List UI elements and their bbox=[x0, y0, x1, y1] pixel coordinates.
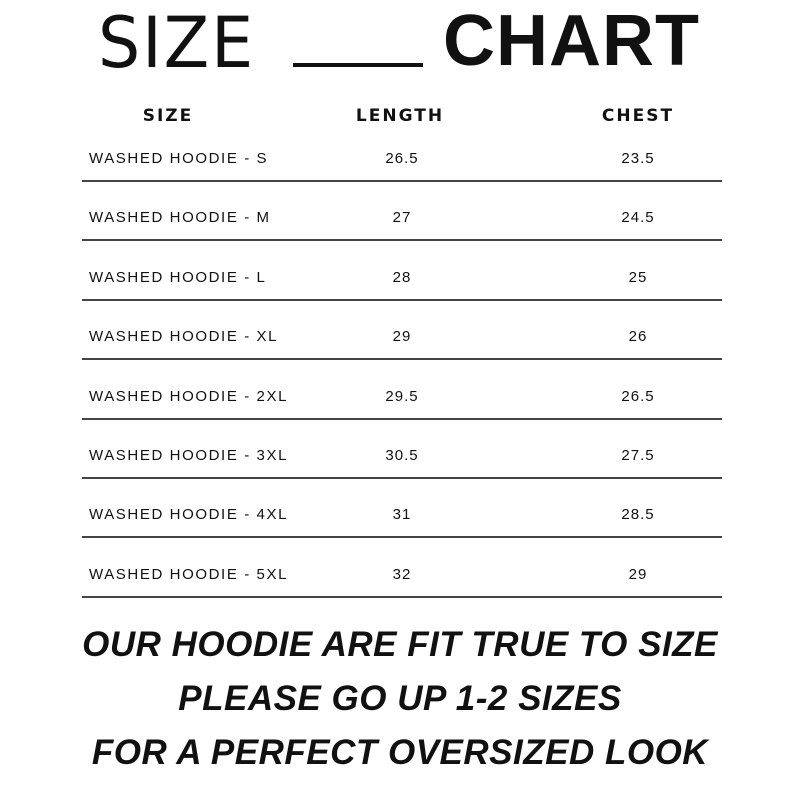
row-divider bbox=[82, 358, 722, 361]
chest-value: 28.5 bbox=[621, 506, 655, 524]
table-row: WASHED HOODIE - 3XL 30.5 27.5 bbox=[0, 447, 800, 506]
size-label: WASHED HOODIE - 3XL bbox=[89, 447, 289, 464]
size-label: WASHED HOODIE - 4XL bbox=[89, 506, 289, 524]
row-divider bbox=[82, 239, 722, 242]
chest-value: 29 bbox=[628, 565, 648, 583]
length-value: 29.5 bbox=[385, 387, 419, 405]
size-label: WASHED HOODIE - L bbox=[89, 268, 267, 286]
size-label: WASHED HOODIE - M bbox=[89, 209, 271, 227]
length-value: 30.5 bbox=[385, 447, 419, 464]
size-label: WASHED HOODIE - 2XL bbox=[89, 387, 289, 405]
footer-line-1: OUR HOODIE ARE FIT TRUE TO SIZE bbox=[82, 625, 718, 664]
length-value: 26.5 bbox=[385, 150, 419, 167]
row-divider bbox=[82, 536, 722, 539]
table-row: WASHED HOODIE - M 27 24.5 bbox=[0, 209, 800, 268]
footer-line-2: PLEASE GO UP 1-2 SIZES bbox=[178, 679, 622, 718]
length-value: 32 bbox=[392, 565, 412, 583]
chest-value: 26 bbox=[628, 328, 648, 346]
size-label: WASHED HOODIE - XL bbox=[89, 328, 279, 346]
footer-line-3: FOR A PERFECT OVERSIZED LOOK bbox=[91, 733, 709, 772]
table-row: WASHED HOODIE - 4XL 31 28.5 bbox=[0, 506, 800, 565]
header-chest: CHEST bbox=[601, 106, 675, 126]
row-divider bbox=[82, 477, 722, 479]
title-size: SIZE bbox=[98, 2, 256, 84]
row-divider bbox=[82, 417, 722, 420]
row-divider bbox=[82, 180, 722, 182]
length-value: 29 bbox=[392, 328, 412, 346]
table-row: WASHED HOODIE - 2XL 29.5 26.5 bbox=[0, 388, 800, 447]
table-row: WASHED HOODIE - L 28 25 bbox=[0, 269, 800, 328]
header-size: SIZE bbox=[142, 106, 194, 126]
length-value: 31 bbox=[392, 506, 412, 524]
row-divider bbox=[82, 595, 722, 598]
title-divider bbox=[293, 63, 423, 67]
size-label: WASHED HOODIE - 5XL bbox=[89, 565, 289, 583]
chest-value: 24.5 bbox=[621, 209, 655, 227]
size-label: WASHED HOODIE - S bbox=[89, 150, 269, 167]
table-row: WASHED HOODIE - S 26.5 23.5 bbox=[0, 150, 800, 209]
chest-value: 25 bbox=[628, 268, 648, 286]
title-chart: CHART bbox=[443, 1, 700, 81]
row-divider bbox=[82, 298, 722, 301]
chest-value: 27.5 bbox=[621, 447, 655, 464]
chest-value: 23.5 bbox=[621, 150, 655, 167]
table-row: WASHED HOODIE - XL 29 26 bbox=[0, 328, 800, 387]
header-length: LENGTH bbox=[355, 106, 445, 126]
length-value: 28 bbox=[392, 268, 412, 286]
chest-value: 26.5 bbox=[621, 387, 655, 405]
table-row: WASHED HOODIE - 5XL 32 29 bbox=[0, 566, 800, 625]
length-value: 27 bbox=[392, 209, 412, 227]
